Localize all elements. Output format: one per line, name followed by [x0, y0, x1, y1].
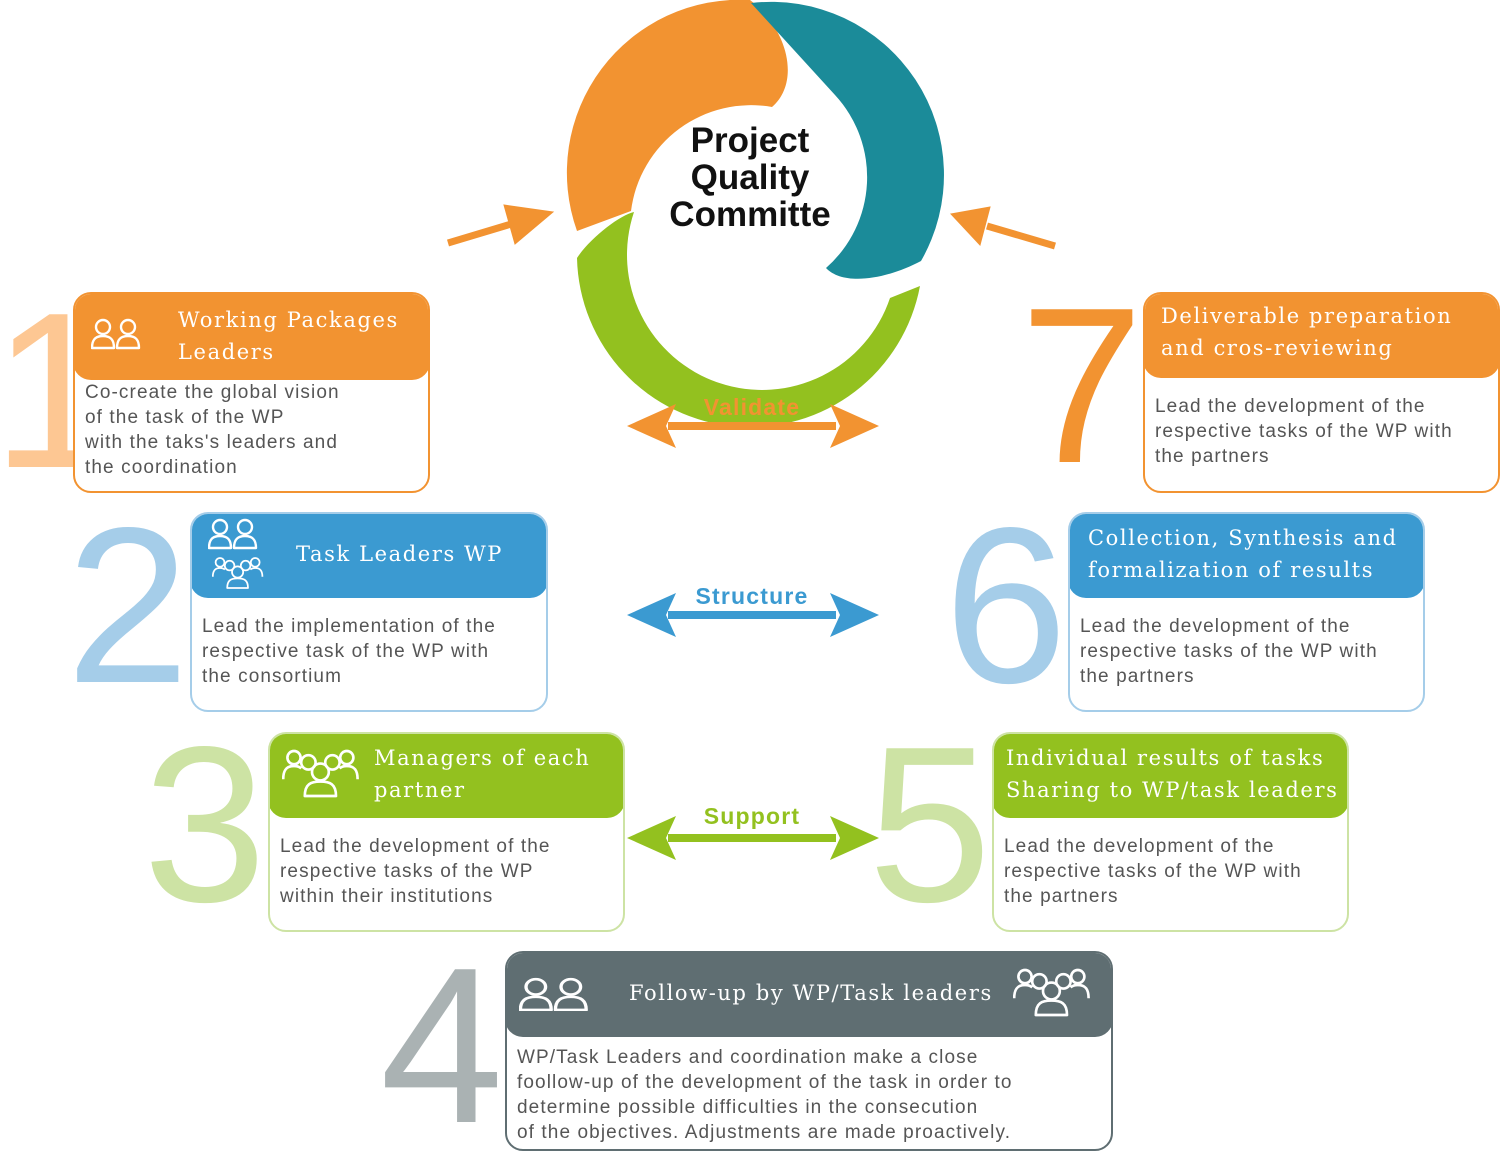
step-3-body-line: within their institutions: [280, 886, 494, 907]
step-6-body: Lead the development of the respective t…: [1080, 614, 1415, 689]
step-2-title-line: Task Leaders WP: [296, 542, 504, 566]
cycle-segment-teal: [751, 1, 944, 279]
step-5-body-line: respective tasks of the WP with: [1004, 861, 1302, 882]
support-double-arrow: [627, 816, 879, 860]
group-icon: [212, 557, 264, 589]
step-6-body-line: respective tasks of the WP with: [1080, 641, 1378, 662]
center-title-line: Quality: [690, 158, 810, 197]
step-5-header: Individual results of tasks Sharing to W…: [994, 734, 1347, 818]
step-2-title: Task Leaders WP: [296, 538, 503, 570]
step-3-body-line: Lead the development of the: [280, 836, 551, 857]
step-5-body: Lead the development of the respective t…: [1004, 834, 1339, 909]
validate-label: Validate: [703, 394, 801, 420]
step-3-number: 3: [143, 701, 267, 949]
step-4-body-line: WP/Task Leaders and coordination make a …: [517, 1047, 979, 1068]
step-6-number: 6: [944, 482, 1068, 730]
step-6-body-line: the partners: [1080, 666, 1195, 687]
step-6-header: Collection, Synthesis and formalization …: [1070, 514, 1423, 598]
step-1-header: Working Packages Leaders: [75, 294, 428, 380]
structure-double-arrow: [627, 593, 879, 637]
step-6-title-line: Collection, Synthesis and: [1088, 526, 1398, 550]
step-4-header: Follow-up by WP/Task leaders: [507, 953, 1111, 1037]
person-pair-icon: [91, 318, 141, 350]
step-7-body-line: respective tasks of the WP with: [1155, 421, 1453, 442]
step-2-header: Task Leaders WP: [192, 514, 546, 598]
structure-label: Structure: [695, 583, 809, 609]
step-4-number: 4: [380, 922, 504, 1170]
step-1-card: Working Packages Leaders Co-create the g…: [73, 292, 430, 493]
step-2-body-line: Lead the implementation of the: [202, 616, 496, 637]
step-5-card: Individual results of tasks Sharing to W…: [992, 732, 1349, 932]
step-3-title: Managers of each partner: [374, 742, 590, 806]
cycle-segment-orange: [566, 0, 788, 231]
step-1-title-line: Working Packages: [178, 308, 399, 332]
step-7-title-line: and cros-reviewing: [1161, 336, 1394, 360]
step-2-number: 2: [66, 482, 190, 730]
step-7-title: Deliverable preparation and cros-reviewi…: [1161, 300, 1452, 364]
step-4-title: Follow-up by WP/Task leaders: [629, 977, 993, 1009]
step-4-body-line: of the objectives. Adjustments are made …: [517, 1122, 1012, 1143]
step-3-title-line: Managers of each: [374, 746, 591, 770]
step-3-body: Lead the development of the respective t…: [280, 834, 615, 909]
step-3-body-line: respective tasks of the WP: [280, 861, 534, 882]
step-4-body-line: determine possible difficulties in the c…: [517, 1097, 979, 1118]
step-7-body-line: the partners: [1155, 446, 1270, 467]
step-5-number: 5: [868, 701, 992, 949]
step-7-body: Lead the development of the respective t…: [1155, 394, 1490, 469]
step-3-card: Managers of each partner Lead the develo…: [268, 732, 625, 932]
step-2-body-line: respective task of the WP with: [202, 641, 490, 662]
step-4-title-line: Follow-up by WP/Task leaders: [629, 981, 993, 1005]
person-pair-icon: [519, 977, 588, 1011]
step-2-body-line: the consortium: [202, 666, 343, 687]
center-title: Project Quality Committe: [640, 122, 860, 233]
validate-double-arrow: [627, 404, 879, 448]
step-5-title-line: Sharing to WP/task leaders: [1006, 778, 1339, 802]
step-7-body-line: Lead the development of the: [1155, 396, 1426, 417]
support-label: Support: [703, 803, 801, 829]
step-1-body-line: with the taks's leaders and: [85, 432, 339, 453]
person-pair-icon: [208, 518, 258, 550]
group-icon: [1013, 968, 1090, 1017]
step-4-body-line: foollow-up of the development of the tas…: [517, 1072, 1013, 1093]
step-4-body: WP/Task Leaders and coordination make a …: [517, 1045, 1103, 1145]
group-icon: [282, 749, 359, 798]
step-5-title: Individual results of tasks Sharing to W…: [1006, 742, 1338, 806]
step-4-card: Follow-up by WP/Task leaders WP/Task Lea…: [505, 951, 1113, 1151]
center-title-line: Project: [690, 121, 810, 160]
step-1-title: Working Packages Leaders: [178, 304, 399, 368]
step-6-body-line: Lead the development of the: [1080, 616, 1351, 637]
step-7-header: Deliverable preparation and cros-reviewi…: [1145, 294, 1498, 378]
cycle-segment-green: [577, 212, 920, 428]
step-6-title: Collection, Synthesis and formalization …: [1088, 522, 1398, 586]
step-6-card: Collection, Synthesis and formalization …: [1068, 512, 1425, 712]
step-6-title-line: formalization of results: [1088, 558, 1375, 582]
step-5-title-line: Individual results of tasks: [1006, 746, 1325, 770]
step-1-body: Co-create the global vision of the task …: [85, 380, 420, 480]
step-5-body-line: Lead the development of the: [1004, 836, 1275, 857]
step-1-body-line: the coordination: [85, 457, 238, 478]
step-7-card: Deliverable preparation and cros-reviewi…: [1143, 292, 1500, 493]
step-1-body-line: Co-create the global vision: [85, 382, 340, 403]
step-3-header: Managers of each partner: [270, 734, 623, 818]
center-title-line: Committe: [669, 195, 831, 234]
step-5-body-line: the partners: [1004, 886, 1119, 907]
step-7-title-line: Deliverable preparation: [1161, 304, 1453, 328]
step-7-number: 7: [1020, 262, 1144, 510]
right-pointer-arrow: [950, 206, 1056, 250]
left-pointer-arrow: [446, 204, 555, 247]
step-1-body-line: of the task of the WP: [85, 407, 285, 428]
step-1-title-line: Leaders: [178, 340, 275, 364]
step-2-body: Lead the implementation of the respectiv…: [202, 614, 538, 689]
step-2-card: Task Leaders WP Lead the implementation …: [190, 512, 548, 712]
step-3-title-line: partner: [374, 778, 466, 802]
